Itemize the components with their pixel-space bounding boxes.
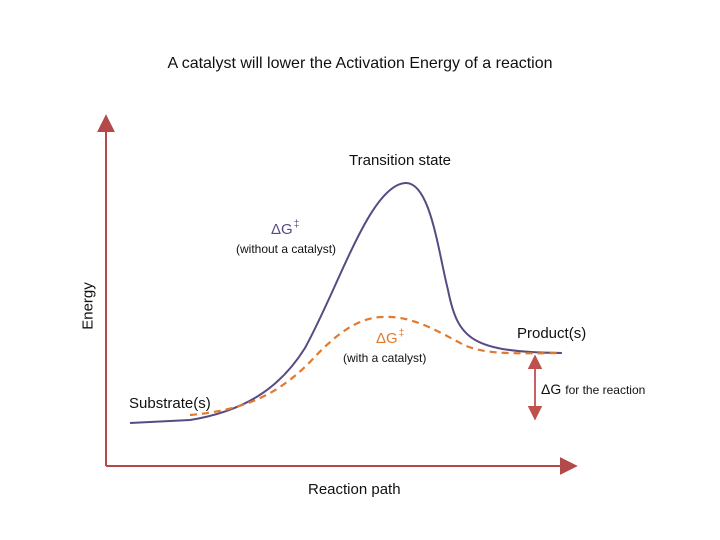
activation-energy-catalyzed-label: ΔG‡ [376,328,405,347]
activation-energy-uncatalyzed-label: ΔG‡ [271,219,300,238]
delta-g-symbol: ΔG [541,381,562,397]
double-dagger-symbol: ‡ [293,219,300,230]
substrate-label: Substrate(s) [129,395,211,412]
double-dagger-symbol: ‡ [398,328,405,339]
x-axis-label: Reaction path [308,481,401,498]
catalyzed-curve [189,315,563,417]
for-the-reaction-text: for the reaction [565,383,646,397]
uncatalyzed-curve [129,181,563,424]
without-catalyst-note: (without a catalyst) [236,242,337,256]
delta-g-symbol: ΔG [376,330,398,347]
transition-state-label: Transition state [349,152,451,169]
with-catalyst-note: (with a catalyst) [343,351,427,365]
delta-g-reaction-label: ΔG for the reaction [541,382,645,396]
delta-g-symbol: ΔG [271,221,293,238]
product-label: Product(s) [517,325,587,342]
y-axis-label: Energy [79,282,97,330]
diagram-title: A catalyst will lower the Activation Ene… [167,55,553,72]
